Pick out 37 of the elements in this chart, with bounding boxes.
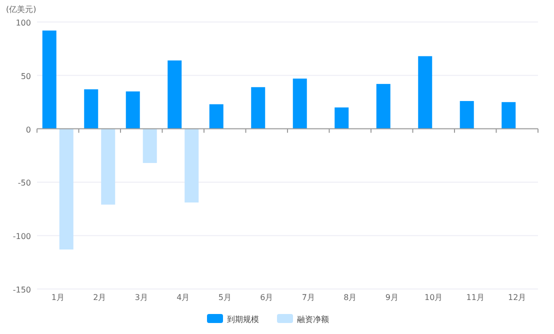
bar — [184, 128, 199, 202]
bar — [251, 87, 266, 129]
bar — [142, 128, 157, 163]
bar — [334, 107, 349, 129]
x-tick-label: 5月 — [218, 293, 232, 302]
y-axis-title: (亿美元) — [6, 5, 36, 14]
y-tick-label: 100 — [16, 18, 31, 28]
x-tick-label: 1月 — [51, 293, 64, 302]
bar — [502, 102, 516, 129]
y-tick-label: -100 — [12, 232, 31, 242]
legend-label: 到期规模 — [227, 315, 259, 324]
bar — [84, 89, 98, 129]
bar — [42, 30, 56, 129]
x-tick-label: 10月 — [424, 293, 443, 302]
y-tick-label: 0 — [26, 125, 31, 134]
bar — [59, 128, 74, 250]
x-tick-label: 12月 — [508, 293, 526, 302]
x-tick-label: 2月 — [93, 293, 106, 302]
bar — [460, 101, 474, 129]
bar — [101, 128, 116, 205]
bar — [126, 91, 140, 129]
bar — [209, 104, 224, 129]
x-tick-label: 7月 — [302, 293, 315, 302]
bar — [376, 84, 390, 129]
x-tick-label: 6月 — [260, 293, 274, 302]
bar — [168, 60, 182, 129]
x-tick-label: 4月 — [176, 293, 190, 302]
x-tick-label: 9月 — [385, 293, 398, 302]
x-tick-label: 11月 — [466, 293, 484, 302]
legend-label: 融资净额 — [297, 315, 329, 324]
y-tick-label: -50 — [18, 178, 31, 188]
y-tick-label: 50 — [20, 72, 31, 81]
x-tick-label: 8月 — [344, 293, 357, 302]
bar — [292, 78, 307, 129]
y-tick-label: -150 — [12, 286, 31, 294]
x-tick-label: 3月 — [134, 293, 148, 302]
bar — [418, 56, 432, 129]
